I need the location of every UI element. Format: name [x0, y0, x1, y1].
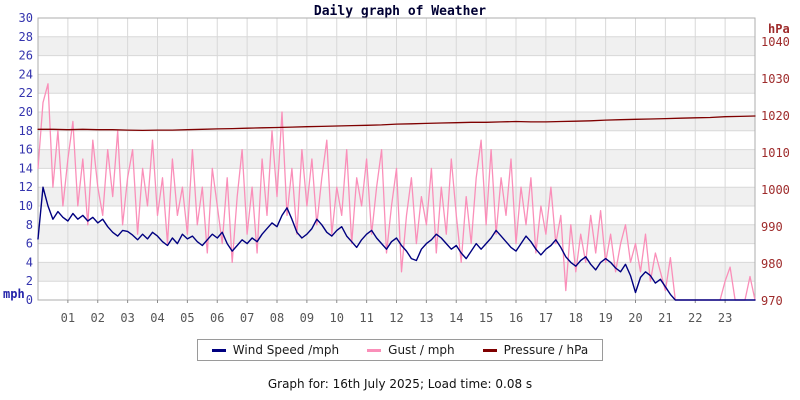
- y-left-tick-label: 24: [19, 67, 33, 81]
- right-axis-unit-label: hPa: [768, 22, 790, 36]
- x-tick-label: 14: [449, 311, 463, 325]
- y-right-tick-label: 1040: [761, 35, 790, 49]
- y-left-tick-label: 20: [19, 105, 33, 119]
- x-tick-label: 22: [688, 311, 702, 325]
- x-tick-label: 13: [419, 311, 433, 325]
- y-left-tick-label: 0: [26, 293, 33, 307]
- x-tick-label: 09: [300, 311, 314, 325]
- y-left-tick-label: 4: [26, 255, 33, 269]
- y-left-tick-label: 12: [19, 180, 33, 194]
- x-tick-label: 15: [479, 311, 493, 325]
- x-tick-label: 17: [539, 311, 553, 325]
- y-left-tick-label: 8: [26, 218, 33, 232]
- legend-box: Wind Speed /mph Gust / mph Pressure / hP…: [196, 339, 604, 361]
- x-tick-label: 21: [658, 311, 672, 325]
- footer-caption: Graph for: 16th July 2025; Load time: 0.…: [267, 377, 533, 391]
- x-tick-label: 18: [569, 311, 583, 325]
- x-tick-label: 01: [61, 311, 75, 325]
- y-left-tick-label: 18: [19, 124, 33, 138]
- y-right-tick-label: 1010: [761, 146, 790, 160]
- legend-item-pressure: Pressure / hPa: [482, 343, 589, 357]
- gust-line: [37, 83, 756, 301]
- legend-item-wind-speed: Wind Speed /mph: [211, 343, 340, 357]
- pressure-line: [37, 115, 756, 132]
- legend-label-gust: Gust / mph: [388, 343, 455, 357]
- y-left-tick-label: 30: [19, 11, 33, 25]
- x-tick-label: 04: [150, 311, 164, 325]
- y-left-tick-label: 2: [26, 274, 33, 288]
- chart-title: Daily graph of Weather: [313, 4, 487, 19]
- legend: Wind Speed /mph Gust / mph Pressure / hP…: [0, 339, 800, 361]
- x-tick-label: 05: [180, 311, 194, 325]
- x-tick-label: 02: [91, 311, 105, 325]
- x-tick-label: 12: [389, 311, 403, 325]
- y-right-tick-label: 1020: [761, 109, 790, 123]
- x-tick-label: 16: [509, 311, 523, 325]
- wind-speed-line: [37, 186, 756, 301]
- chart-plot-area: 01 02 03 04 05 06 07 08 09 10 11 12 13 14 15 16 17 18 19 20…: [3, 11, 790, 325]
- legend-item-gust: Gust / mph: [367, 343, 455, 357]
- y-left-tick-label: 28: [19, 30, 33, 44]
- gust-swatch-icon: [367, 348, 382, 352]
- y-right-tick-label: 1000: [761, 183, 790, 197]
- left-axis-unit-label: mph: [3, 287, 25, 301]
- y-left-tick-label: 10: [19, 199, 33, 213]
- y-left-tick-label: 16: [19, 143, 33, 157]
- x-tick-label: 20: [628, 311, 642, 325]
- x-tick-label: 07: [240, 311, 254, 325]
- y-right-tick-label: 970: [761, 294, 783, 308]
- y-left-tick-label: 14: [19, 161, 33, 175]
- y-left-tick-label: 22: [19, 86, 33, 100]
- x-tick-label: 06: [210, 311, 224, 325]
- legend-label-pressure: Pressure / hPa: [503, 343, 589, 357]
- y-right-tick-label: 980: [761, 257, 783, 271]
- x-tick-label: 23: [718, 311, 732, 325]
- x-tick-label: 03: [120, 311, 134, 325]
- x-tick-label: 19: [598, 311, 612, 325]
- legend-label-wind-speed: Wind Speed /mph: [232, 343, 340, 357]
- pressure-swatch-icon: [482, 348, 497, 352]
- y-right-tick-label: 990: [761, 220, 783, 234]
- x-tick-label: 10: [330, 311, 344, 325]
- x-tick-label: 11: [359, 311, 373, 325]
- y-left-tick-label: 6: [26, 237, 33, 251]
- x-tick-label: 08: [270, 311, 284, 325]
- y-left-tick-label: 26: [19, 49, 33, 63]
- wind-speed-swatch-icon: [211, 348, 226, 352]
- y-right-tick-label: 1030: [761, 72, 790, 86]
